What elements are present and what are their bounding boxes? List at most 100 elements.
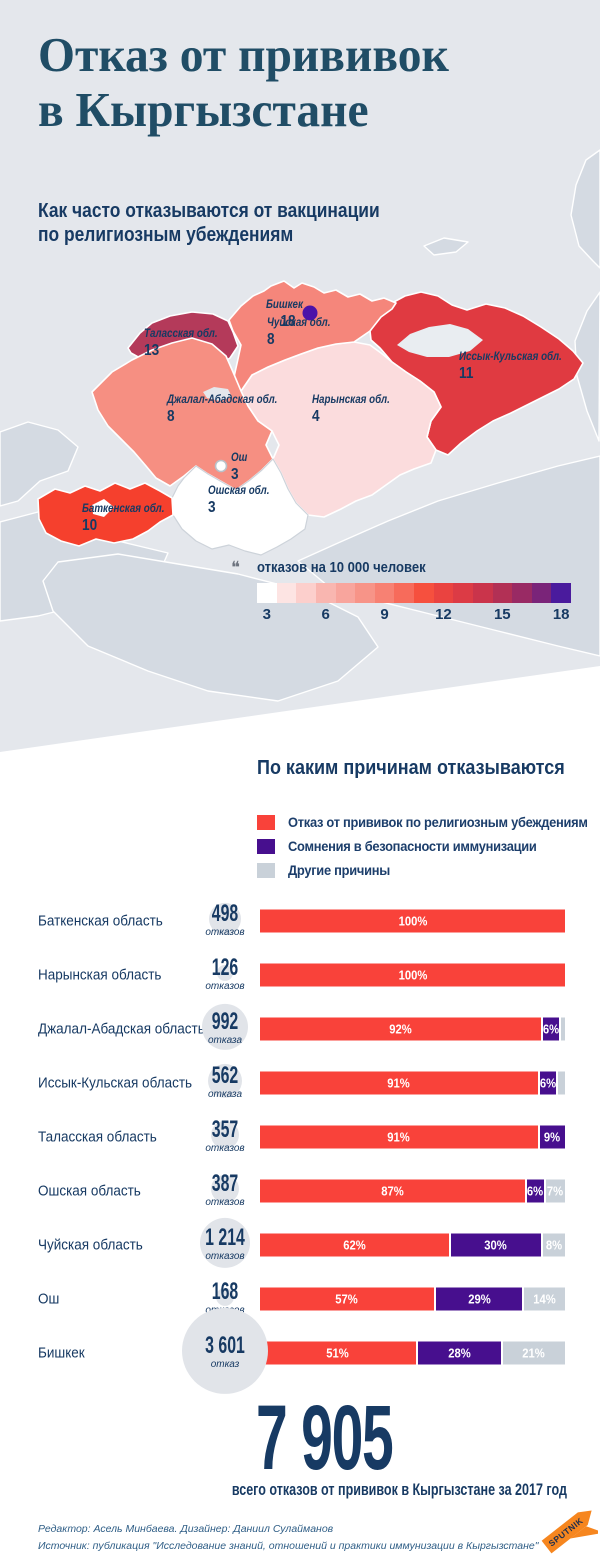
bar-row-count: 498 отказов xyxy=(175,899,275,938)
count-value: 357 xyxy=(211,1115,239,1143)
count-value: 992 xyxy=(211,1007,239,1035)
count-unit: отказов xyxy=(205,1250,245,1262)
bar-segment-value: 62% xyxy=(343,1238,366,1252)
footer-source: Источник: публикация "Исследование знани… xyxy=(38,1540,539,1552)
count-value: 1 214 xyxy=(205,1223,245,1251)
total-number: 7 905 xyxy=(256,1387,394,1489)
map-region-name: Нарынская обл. xyxy=(312,394,390,406)
bar-segment-value: 100% xyxy=(398,968,427,982)
bar-segment-0: 92% xyxy=(260,1017,541,1041)
count-value: 562 xyxy=(211,1061,239,1089)
bar-segment-value: 9% xyxy=(544,1130,561,1144)
bar-segment-1: 6% xyxy=(537,1071,556,1095)
bar-row-8: Бишкек 3 601 отказ 51% 28% 21% xyxy=(0,1307,600,1394)
bar-segment-value: 7% xyxy=(547,1184,564,1198)
bar-segment-0: 100% xyxy=(260,909,565,933)
scale-gradient-bar xyxy=(257,583,571,603)
legend-swatch-icon xyxy=(257,862,275,878)
map-region-name: Иссык-Кульская обл. xyxy=(459,351,562,363)
bar-row-count: 562 отказа xyxy=(175,1061,275,1100)
bar-segment-1: 6% xyxy=(540,1017,559,1041)
count-value: 387 xyxy=(211,1169,239,1197)
scale-cell-9 xyxy=(433,583,454,603)
bar-segment-2: 14% xyxy=(522,1287,565,1311)
bar-segment-value: 92% xyxy=(389,1022,412,1036)
map-label-osh-city: Ош 3 xyxy=(231,452,247,484)
bar-segment-value: 8% xyxy=(545,1238,562,1252)
bar-segment-2: 21% xyxy=(500,1341,565,1365)
bar-chart: Баткенская область 498 отказов 100% Нарынска… xyxy=(0,894,600,1394)
map-section: Отказ от прививок в Кыргызстане Как част… xyxy=(0,0,600,752)
count-circle xyxy=(202,1003,248,1050)
sputnik-logo-icon: SPUTNIK xyxy=(541,1510,598,1554)
bar-row-count: 126 отказов xyxy=(175,955,275,992)
count-circle xyxy=(182,1307,268,1394)
bar-row-region-label: Ошская область xyxy=(38,1182,141,1200)
scale-cell-6 xyxy=(374,583,395,603)
count-circle xyxy=(217,964,233,981)
scale-cell-12 xyxy=(492,583,513,603)
legend-label: Сомнения в безопасности иммунизации xyxy=(288,838,537,854)
scale-tick-18: 18 xyxy=(552,606,570,623)
bar-segment-2: 8% xyxy=(540,1233,565,1257)
osh-city-marker xyxy=(214,459,228,473)
bar-row-region-label: Бишкек xyxy=(38,1344,85,1362)
stacked-bar: 91% 9% xyxy=(260,1125,565,1149)
scale-cell-11 xyxy=(472,583,493,603)
stacked-bar: 100% xyxy=(260,909,565,933)
scale-cell-4 xyxy=(335,583,356,603)
map-label-bishkek: Бишкек 18 xyxy=(266,299,303,331)
bar-segment-0: 57% xyxy=(260,1287,434,1311)
count-value: 3 601 xyxy=(205,1331,245,1359)
quote-icon: ❝ xyxy=(231,558,241,578)
stacked-bar: 100% xyxy=(260,963,565,987)
bar-row-region-label: Чуйская область xyxy=(38,1236,143,1254)
bar-segment-1: 30% xyxy=(449,1233,541,1257)
map-region-value: 3 xyxy=(208,499,216,517)
legend-label: Другие причины xyxy=(288,862,390,878)
map-label-talas: Таласская обл. 13 xyxy=(144,328,218,360)
bar-row-count: 3 601 отказ xyxy=(175,1307,275,1394)
bar-row-count: 992 отказа xyxy=(175,1003,275,1050)
bar-segment-value: 91% xyxy=(387,1076,411,1090)
chart-legend: Отказ от прививок по религиозным убежден… xyxy=(257,810,600,882)
region-shape-osh-region xyxy=(171,458,309,556)
map-region-value: 13 xyxy=(144,342,160,360)
stacked-bar: 87% 6% 7% xyxy=(260,1179,565,1203)
count-value: 498 xyxy=(211,899,239,927)
count-circle xyxy=(208,1063,242,1098)
page-title-line1: Отказ от прививок xyxy=(38,27,449,82)
bar-segment-0: 100% xyxy=(260,963,565,987)
bar-segment-2 xyxy=(558,1017,565,1041)
jalal-abad-notch xyxy=(203,387,232,401)
stacked-bar: 51% 28% 21% xyxy=(260,1341,565,1365)
page-title: Отказ от прививок в Кыргызстане xyxy=(38,27,449,138)
scale-ticks: 3 6 9 12 15 18 xyxy=(257,606,577,626)
bar-segment-0: 91% xyxy=(260,1071,538,1095)
bar-segment-1: 28% xyxy=(415,1341,501,1365)
count-circle xyxy=(211,1174,239,1203)
map-region-value: 18 xyxy=(280,313,296,331)
bar-segment-1: 6% xyxy=(525,1179,544,1203)
bar-row-6: Чуйская область 1 214 отказов 62% 30% 8% xyxy=(0,1217,600,1272)
issyk-kul-lake xyxy=(397,324,483,357)
scale-cell-3 xyxy=(315,583,336,603)
bar-segment-value: 6% xyxy=(539,1076,556,1090)
map-region-name: Чуйская обл. xyxy=(267,317,331,329)
scale-cell-8 xyxy=(414,583,434,603)
legend-swatch-icon xyxy=(257,838,275,854)
scale-cell-2 xyxy=(296,583,316,603)
stacked-bar: 91% 6% xyxy=(260,1071,565,1095)
scale-tick-6: 6 xyxy=(321,606,330,623)
reasons-title: По каким причинам отказываются xyxy=(257,757,565,779)
bar-row-region-label: Иссык-Кульская область xyxy=(38,1074,193,1092)
bar-row-region-label: Ош xyxy=(38,1290,60,1308)
count-circle xyxy=(200,1217,250,1268)
count-unit: отказ xyxy=(210,1358,240,1370)
map-region-value: 8 xyxy=(267,331,275,349)
scale-tick-12: 12 xyxy=(435,606,452,623)
map-label-naryn: Нарынская обл. 4 xyxy=(312,394,390,426)
scale-cell-0 xyxy=(257,583,277,603)
count-circle xyxy=(216,1287,234,1306)
map-section-title-line2: по религиозным убеждениям xyxy=(38,224,294,247)
